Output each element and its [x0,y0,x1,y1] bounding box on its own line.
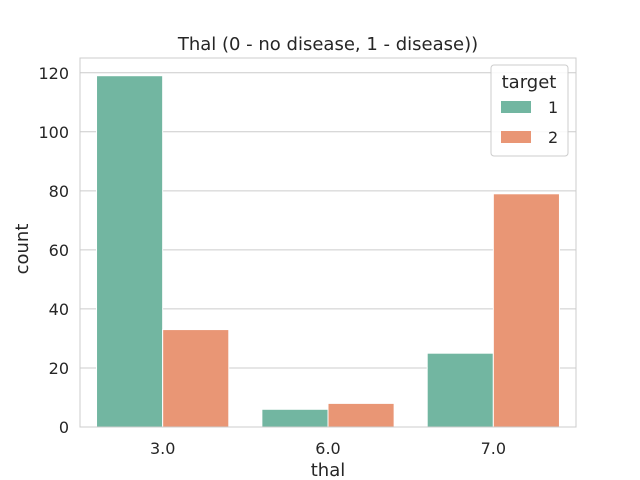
x-tick-labels: 3.0 6.0 7.0 [150,439,506,458]
y-tick-label: 0 [59,418,69,437]
x-tick-label: 6.0 [315,439,340,458]
bar-6.0-target-1 [261,408,329,428]
bars [96,75,560,428]
legend-label-2: 2 [548,128,558,147]
bar-6.0-target-2 [327,402,395,428]
y-tick-label: 60 [49,241,69,260]
bar-3.0-target-2 [162,329,230,428]
y-tick-label: 40 [49,300,69,319]
legend-swatch-2 [501,131,531,143]
legend: target 1 2 [490,64,569,157]
bar-3.0-target-1 [96,75,164,428]
chart-title: Thal (0 - no disease, 1 - disease)) [177,34,478,55]
y-axis-label: count [12,224,33,275]
y-tick-label: 80 [49,182,69,201]
plot-frame [79,57,577,428]
y-tick-label: 100 [38,123,69,142]
legend-swatch-1 [501,101,531,113]
x-tick-label: 7.0 [481,439,506,458]
legend-label-1: 1 [548,98,558,117]
bar-7.0-target-2 [492,193,560,428]
legend-title: target [502,72,557,93]
y-tick-label: 20 [49,359,69,378]
y-tick-labels: 0 20 40 60 80 100 120 [38,64,69,437]
x-axis-label: thal [311,460,346,480]
x-tick-label: 3.0 [150,439,175,458]
bar-7.0-target-1 [426,352,494,428]
y-tick-label: 120 [38,64,69,83]
